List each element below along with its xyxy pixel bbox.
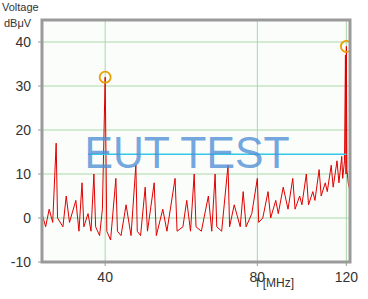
tick-x (346, 262, 347, 266)
tick-label-y: -10 (11, 254, 31, 270)
tick-y (38, 86, 42, 87)
chart: -100102030404080120VoltagedBμVf [MHz]EUT… (0, 0, 368, 299)
tick-y (38, 262, 42, 263)
spectrum-line (42, 46, 350, 240)
tick-x (105, 262, 106, 266)
grid-line-y (42, 86, 350, 87)
plot-area (42, 20, 350, 262)
tick-label-y: 20 (15, 122, 31, 138)
plot-frame (42, 20, 350, 262)
tick-x (257, 262, 258, 266)
background (0, 0, 368, 299)
watermark: EUT TEST (85, 128, 290, 177)
page: {"chart_data": { "type": "line", "ylabel… (0, 0, 368, 299)
tick-label-y: 0 (23, 210, 31, 226)
grid-line-y (42, 42, 350, 43)
x-axis-label: f [MHz] (256, 276, 294, 290)
tick-y (38, 174, 42, 175)
tick-label-x: 40 (97, 269, 113, 285)
tick-label-y: 10 (15, 166, 31, 182)
tick-y (38, 218, 42, 219)
tick-y (38, 42, 42, 43)
tick-label-y: 30 (15, 78, 31, 94)
tick-y (38, 130, 42, 131)
y-axis-unit: dBμV (4, 17, 32, 29)
y-axis-label: Voltage (2, 1, 39, 13)
series-group (42, 41, 350, 240)
tick-label-x: 120 (335, 269, 359, 285)
peak-marker (100, 72, 111, 83)
tick-label-y: 40 (15, 34, 31, 50)
